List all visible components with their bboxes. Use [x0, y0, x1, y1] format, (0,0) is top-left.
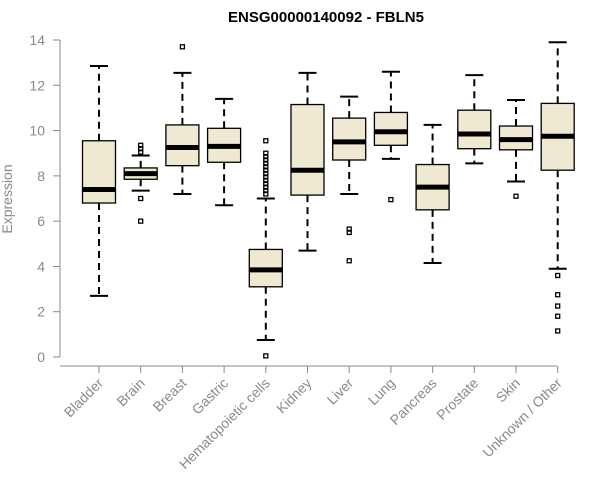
y-tick-label: 8 [37, 168, 45, 184]
x-tick-label: Prostate [433, 375, 481, 423]
box-kidney [290, 71, 325, 252]
outlier-point [263, 353, 269, 359]
box-iqr [290, 103, 325, 196]
box-gastric [206, 97, 242, 207]
y-tick-label: 4 [37, 258, 45, 274]
box-iqr [457, 109, 492, 150]
box-brain [123, 142, 158, 224]
x-tick-label: Breast [150, 375, 190, 415]
outlier-point [555, 313, 561, 319]
y-tick-label: 10 [29, 123, 45, 139]
y-axis: 0 2 4 6 8 10 12 14 [29, 32, 61, 365]
box-unknown-other [540, 41, 575, 334]
box-breast [165, 44, 200, 195]
y-tick-label: 0 [37, 349, 45, 365]
box-prostate [457, 74, 492, 165]
outlier-point [179, 44, 186, 50]
box-iqr [373, 111, 409, 146]
outlier-point [138, 195, 144, 202]
y-tick-label: 12 [29, 77, 45, 93]
y-axis-title: Expression [0, 164, 15, 233]
x-tick-label: Liver [324, 375, 357, 408]
x-tick-label: Kidney [273, 375, 315, 417]
box-skin [498, 99, 534, 199]
y-tick-label: 14 [29, 32, 45, 48]
box-hematopoietic-cells [248, 138, 283, 359]
x-tick-label: Lung [365, 375, 398, 408]
x-tick-label: Brain [113, 375, 147, 409]
box-bladder [81, 65, 117, 297]
outlier-point [555, 328, 561, 334]
box-liver [332, 95, 367, 264]
outlier-point [555, 292, 561, 298]
x-tick-label: Unknown / Other [479, 375, 565, 461]
outlier-point [263, 138, 269, 144]
box-iqr [332, 117, 367, 161]
box-iqr [81, 140, 117, 204]
box-pancreas [415, 123, 450, 265]
y-tick-label: 6 [37, 213, 45, 229]
outlier-point [138, 218, 144, 224]
outlier-point [555, 303, 561, 309]
outlier-point [555, 272, 561, 279]
outlier-point [346, 258, 352, 264]
outlier-point [138, 142, 144, 148]
x-tick-label: Skin [493, 375, 524, 406]
chart-title: ENSG00000140092 - FBLN5 [228, 9, 424, 26]
outlier-point [346, 226, 352, 232]
x-tick-label: Bladder [61, 375, 107, 421]
outlier-point [388, 196, 394, 203]
box-lung [373, 70, 409, 203]
box-series [81, 41, 575, 359]
y-tick-label: 2 [37, 304, 45, 320]
outlier-point [513, 193, 519, 199]
outlier-point [263, 150, 269, 156]
